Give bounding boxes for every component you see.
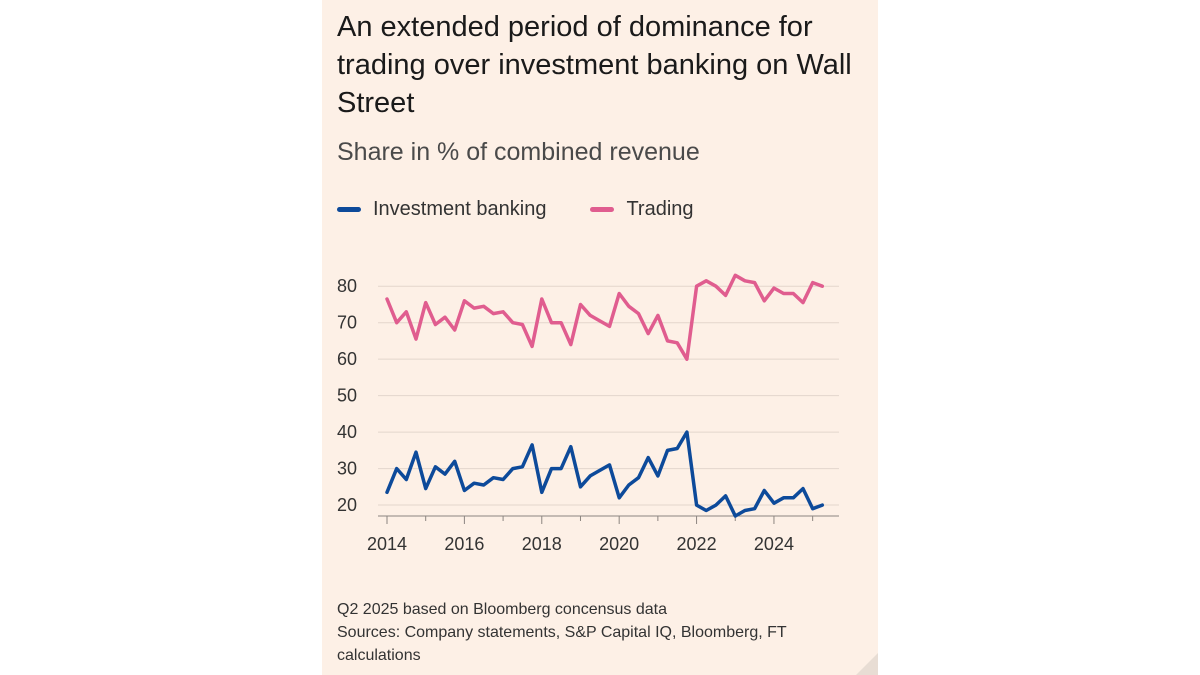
series-lines — [385, 273, 825, 518]
footnotes: Q2 2025 based on Bloomberg concensus dat… — [337, 598, 867, 667]
legend-item-investment-banking: Investment banking — [337, 198, 546, 221]
legend: Investment banking Trading — [337, 194, 738, 224]
y-tick-label-50: 50 — [337, 386, 357, 406]
line-chart: 20 30 40 50 60 70 80 2014 2016 2018 2020 2022 2024 — [337, 273, 839, 554]
footnote-sources: Sources: Company statements, S&P Capital… — [337, 624, 787, 664]
chart-card: An extended period of dominance for trad… — [322, 0, 878, 675]
x-axis: 2014 2016 2018 2020 2022 2024 — [367, 515, 839, 554]
y-tick-label-40: 40 — [337, 422, 357, 442]
series-line-investment-banking — [385, 430, 825, 518]
gridlines — [378, 285, 839, 506]
legend-item-trading: Trading — [590, 197, 694, 221]
y-tick-label-20: 20 — [337, 495, 357, 515]
x-tick-label-2014: 2014 — [367, 534, 407, 554]
y-tick-label-70: 70 — [337, 313, 357, 333]
y-tick-label-60: 60 — [337, 349, 357, 369]
legend-label-investment-banking: Investment banking — [373, 197, 547, 220]
footnote-consensus: Q2 2025 based on Bloomberg concensus dat… — [337, 601, 668, 618]
chart-title: An extended period of dominance for trad… — [337, 11, 852, 119]
x-tick-label-2018: 2018 — [522, 534, 562, 554]
x-tick-label-2016: 2016 — [444, 534, 484, 554]
legend-swatch-investment-banking — [337, 206, 361, 212]
y-tick-label-30: 30 — [337, 459, 357, 479]
series-line-trading — [385, 273, 825, 361]
y-tick-label-80: 80 — [337, 276, 357, 296]
y-axis: 20 30 40 50 60 70 80 — [337, 276, 357, 515]
x-tick-label-2022: 2022 — [677, 534, 717, 554]
legend-label-trading: Trading — [626, 197, 694, 220]
x-tick-label-2020: 2020 — [599, 534, 639, 554]
x-tick-label-2024: 2024 — [754, 534, 794, 554]
chart-subtitle: Share in % of combined revenue — [337, 138, 700, 166]
legend-swatch-trading — [590, 206, 615, 212]
page-corner-fold — [856, 653, 878, 675]
